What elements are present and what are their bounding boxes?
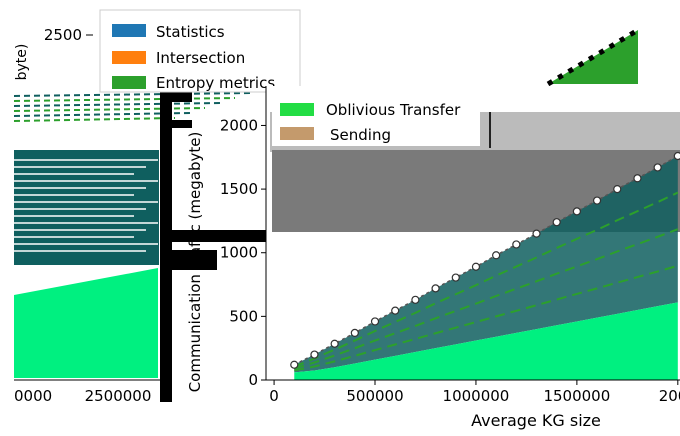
legend-swatch-sending	[280, 127, 314, 140]
data-point	[290, 360, 299, 369]
y-tick-label: 500	[229, 307, 258, 325]
data-point	[653, 163, 662, 172]
data-point	[411, 295, 420, 304]
legend-swatch-statistics	[112, 24, 146, 37]
back-green-area	[14, 268, 158, 378]
legend-swatch-intersection	[112, 51, 146, 64]
back-teal-block	[14, 150, 159, 265]
series-area-sending	[294, 302, 678, 380]
data-point	[350, 328, 359, 338]
data-point	[471, 262, 481, 271]
front-legend: Oblivious Transfer Sending	[272, 96, 480, 146]
data-point	[431, 284, 440, 293]
series-band-line	[294, 264, 679, 372]
data-point	[310, 350, 319, 359]
y-tick-label: 1000	[220, 244, 258, 262]
back-glitch-row	[13, 102, 221, 107]
front-chart: 0 500 1000 1500 2000 0 500000 1000000 1500000 200…	[186, 86, 680, 430]
x-tick-label: 1000000	[443, 387, 510, 405]
x-tick-label: 500000	[346, 387, 403, 405]
data-point	[613, 184, 622, 194]
front-series	[290, 151, 680, 380]
data-point	[330, 339, 339, 348]
series-band-line	[293, 228, 679, 370]
legend-label-oblivious-transfer: Oblivious Transfer	[326, 101, 461, 119]
data-point	[552, 218, 561, 227]
legend-label-statistics: Statistics	[156, 23, 225, 41]
y-tick-label: 2000	[220, 116, 258, 134]
back-black-hbar-1	[160, 92, 192, 102]
y-tick-label: 0	[248, 371, 258, 389]
back-glitch-row	[13, 107, 206, 112]
series-area-oblivious-transfer	[294, 156, 678, 373]
back-chart: 2500 byte) 0000 2500000 Statistics Inte	[13, 9, 640, 405]
legend-swatch-oblivious-transfer	[280, 103, 314, 116]
data-point	[532, 229, 541, 238]
back-glitch-rows	[13, 92, 251, 122]
back-entropy-dotted-line	[546, 27, 640, 87]
front-ticks: 0 500 1000 1500 2000 0 500000 1000000 1500000 200…	[220, 116, 680, 405]
back-black-hbar-2	[160, 120, 192, 128]
front-y-axis-label: Communication Traffic (megabyte)	[186, 132, 204, 393]
back-x-tick-label: 0000	[14, 387, 52, 405]
data-point	[512, 240, 521, 249]
legend-label-sending: Sending	[330, 126, 391, 144]
front-x-axis-label: Average KG size	[471, 411, 601, 430]
back-y-axis-label: byte)	[14, 44, 30, 81]
back-glitch-row	[13, 97, 236, 102]
back-black-block-2	[165, 250, 217, 270]
data-point	[572, 207, 581, 216]
back-legend: Statistics Intersection Entropy metrics	[99, 9, 301, 93]
x-tick-label: 2000	[659, 387, 680, 405]
data-point	[391, 306, 400, 315]
back-stripes	[14, 159, 158, 252]
back-x-tick-label: 2500000	[85, 387, 152, 405]
back-black-bar	[160, 92, 172, 402]
data-point	[451, 273, 460, 282]
x-tick-label: 0	[269, 387, 279, 405]
x-tick-label: 1500000	[543, 387, 610, 405]
data-point	[492, 251, 501, 260]
data-point	[592, 196, 602, 205]
back-glitch-row	[13, 117, 176, 122]
back-black-block	[165, 230, 270, 242]
series-band-line	[293, 191, 679, 368]
data-point	[633, 174, 642, 183]
legend-label-intersection: Intersection	[156, 49, 245, 67]
y-tick-label: 1500	[220, 180, 258, 198]
back-y-tick-label: 2500	[44, 26, 82, 44]
legend-label-entropy: Entropy metrics	[156, 74, 275, 92]
data-point	[370, 317, 380, 326]
legend-swatch-entropy	[112, 76, 146, 89]
data-point	[673, 151, 680, 161]
